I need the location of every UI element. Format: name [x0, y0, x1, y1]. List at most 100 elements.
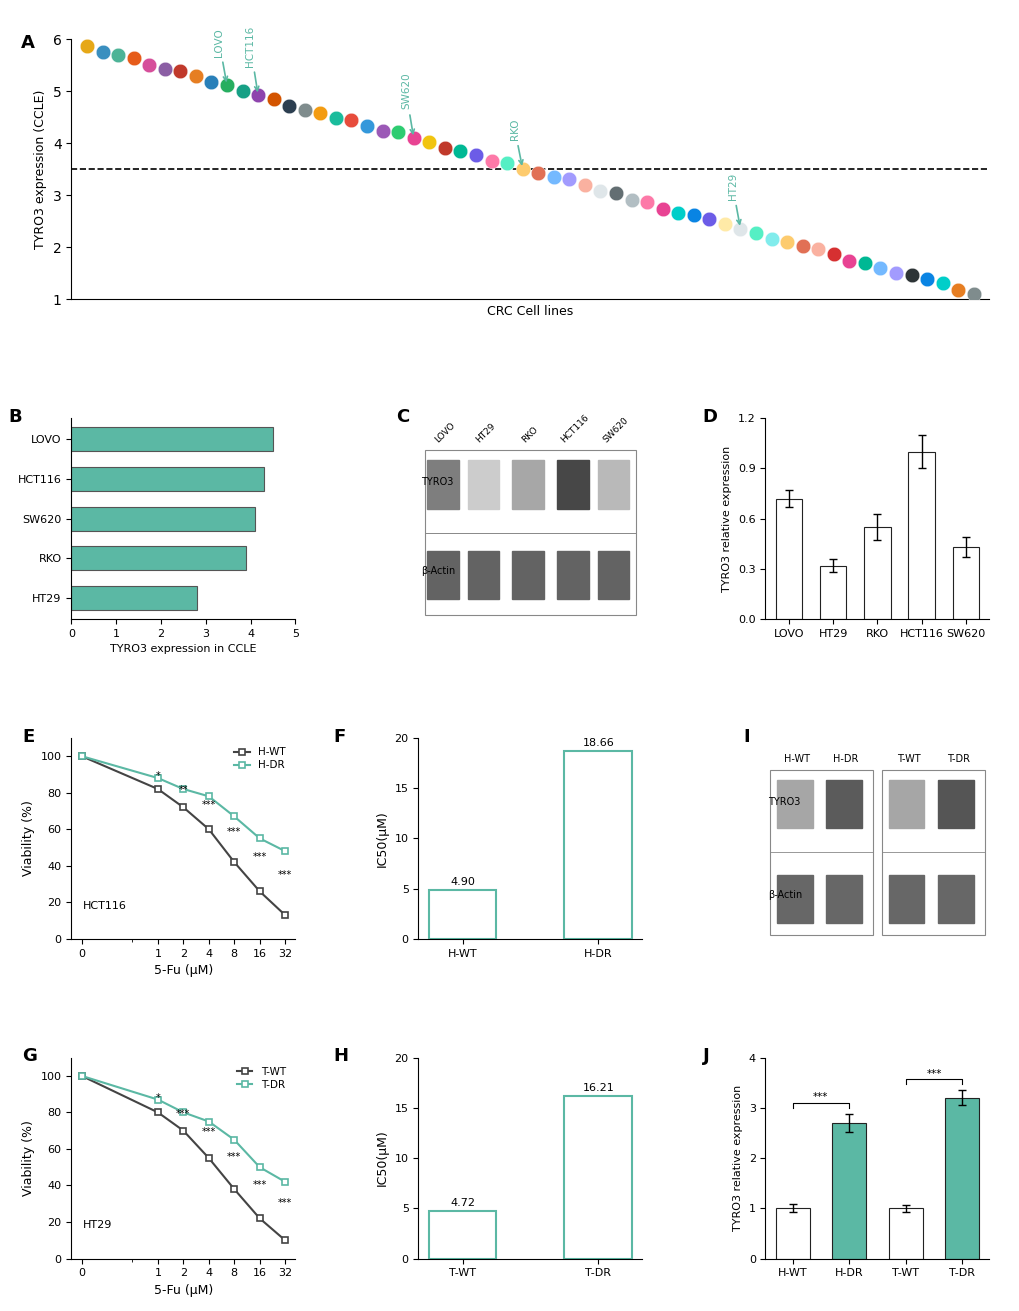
- Point: [327, 108, 343, 128]
- Bar: [775, 780, 812, 829]
- Point: [747, 223, 763, 244]
- Legend: T-WT, T-DR: T-WT, T-DR: [232, 1063, 289, 1095]
- Text: ***: ***: [202, 1127, 216, 1137]
- Point: [887, 262, 903, 283]
- Bar: [937, 780, 973, 829]
- Point: [933, 273, 950, 294]
- Line: T-WT: T-WT: [78, 1072, 288, 1244]
- Text: TYRO3: TYRO3: [420, 477, 452, 488]
- Bar: [825, 874, 861, 923]
- Point: [654, 199, 671, 220]
- H-WT: [228, 855, 240, 871]
- Text: 4.90: 4.90: [449, 877, 475, 886]
- Y-axis label: Viability (%): Viability (%): [22, 1120, 35, 1196]
- H-DR: [75, 749, 88, 764]
- Point: [498, 152, 515, 173]
- Bar: [428, 890, 496, 939]
- Bar: [427, 551, 459, 599]
- T-WT: [203, 1150, 215, 1165]
- Bar: [556, 551, 588, 599]
- Bar: [564, 1096, 632, 1259]
- Text: C: C: [395, 408, 409, 426]
- Text: *: *: [155, 1093, 160, 1104]
- T-DR: [228, 1131, 240, 1147]
- Point: [809, 239, 825, 260]
- Bar: [556, 460, 588, 509]
- Bar: [71, 427, 273, 451]
- Point: [700, 208, 716, 229]
- Text: B: B: [9, 408, 22, 426]
- Y-axis label: IC50(μM): IC50(μM): [376, 810, 388, 867]
- X-axis label: TYRO3 expression in CCLE: TYRO3 expression in CCLE: [110, 645, 257, 654]
- H-DR: [177, 781, 190, 797]
- Text: ***: ***: [176, 1109, 191, 1118]
- T-DR: [279, 1173, 291, 1189]
- Bar: [945, 1097, 978, 1259]
- H-WT: [254, 884, 266, 899]
- Text: LOVO: LOVO: [433, 421, 457, 444]
- Point: [732, 218, 748, 239]
- Text: ***: ***: [202, 800, 216, 810]
- Bar: [863, 527, 890, 619]
- Point: [560, 168, 577, 189]
- T-WT: [254, 1210, 266, 1226]
- Point: [762, 228, 779, 249]
- Point: [203, 72, 219, 93]
- Text: SW620: SW620: [400, 73, 414, 134]
- T-WT: [279, 1232, 291, 1248]
- Bar: [832, 1124, 865, 1259]
- Point: [607, 182, 624, 203]
- Point: [421, 131, 437, 152]
- Text: ***: ***: [925, 1068, 941, 1079]
- Text: HT29: HT29: [727, 173, 740, 224]
- Text: ***: ***: [278, 871, 292, 881]
- Text: H: H: [333, 1047, 348, 1066]
- Point: [78, 35, 95, 56]
- Line: T-DR: T-DR: [78, 1072, 288, 1185]
- Point: [903, 265, 919, 286]
- Text: 16.21: 16.21: [582, 1083, 613, 1092]
- Text: β-Actin: β-Actin: [767, 890, 801, 899]
- T-DR: [177, 1104, 190, 1120]
- Point: [514, 159, 530, 180]
- Bar: [512, 460, 543, 509]
- Point: [669, 202, 686, 223]
- Text: HT29: HT29: [474, 421, 496, 444]
- Text: T-WT: T-WT: [896, 754, 920, 764]
- Y-axis label: Viability (%): Viability (%): [22, 801, 35, 876]
- Y-axis label: IC50(μM): IC50(μM): [376, 1130, 388, 1186]
- Point: [779, 232, 795, 253]
- Bar: [468, 551, 498, 599]
- Point: [965, 283, 981, 304]
- Bar: [597, 460, 629, 509]
- Point: [871, 257, 888, 278]
- Bar: [908, 452, 934, 619]
- Legend: H-WT, H-DR: H-WT, H-DR: [230, 743, 289, 775]
- Bar: [428, 1211, 496, 1259]
- Bar: [952, 547, 978, 619]
- Point: [436, 138, 452, 159]
- Bar: [888, 780, 923, 829]
- X-axis label: CRC Cell lines: CRC Cell lines: [487, 305, 573, 319]
- Point: [856, 252, 872, 273]
- Bar: [819, 565, 846, 619]
- Point: [172, 60, 189, 81]
- Text: ***: ***: [227, 1151, 242, 1162]
- Text: ***: ***: [812, 1092, 827, 1103]
- Bar: [937, 874, 973, 923]
- Point: [592, 181, 608, 202]
- Bar: [597, 551, 629, 599]
- Bar: [774, 1209, 809, 1259]
- Text: G: G: [22, 1047, 37, 1066]
- Bar: [468, 460, 498, 509]
- Point: [187, 66, 204, 87]
- Point: [157, 59, 173, 80]
- Text: SW620: SW620: [600, 416, 630, 444]
- Bar: [774, 498, 801, 619]
- Bar: [71, 586, 197, 610]
- Point: [312, 102, 328, 123]
- Point: [141, 54, 157, 75]
- Point: [623, 189, 639, 210]
- Text: TYRO3: TYRO3: [767, 797, 799, 808]
- Text: D: D: [702, 408, 717, 426]
